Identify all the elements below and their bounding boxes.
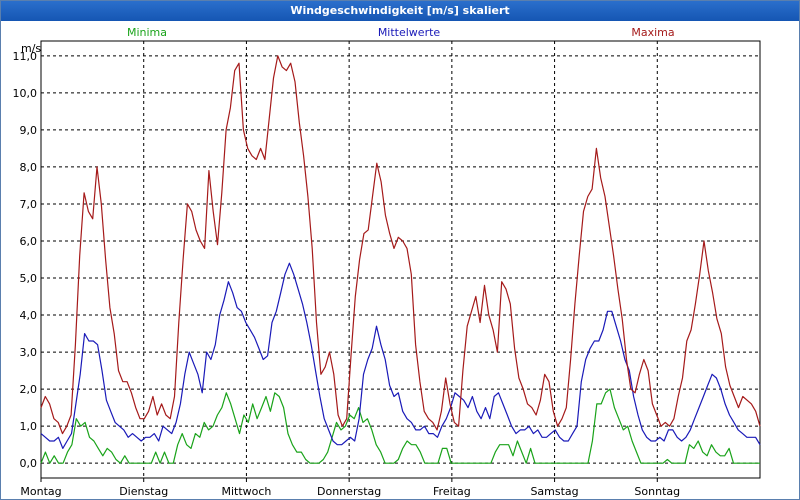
series-line-min bbox=[40, 388, 760, 464]
y-tick-label: 9,0 bbox=[20, 124, 38, 137]
legend-mittelwerte: Mittelwerte bbox=[378, 26, 441, 39]
y-tick-label: 6,0 bbox=[20, 235, 38, 248]
x-tick-day: Freitag bbox=[433, 485, 471, 498]
series-line-mean bbox=[40, 262, 761, 449]
y-tick-label: 8,0 bbox=[20, 161, 38, 174]
x-tick-day: Samstag bbox=[530, 485, 578, 498]
x-tick-day: Sonntag bbox=[634, 485, 680, 498]
plot-area bbox=[40, 40, 761, 479]
y-tick-label: 2,0 bbox=[20, 383, 38, 396]
y-tick-label: 7,0 bbox=[20, 198, 38, 211]
y-tick-label: 1,0 bbox=[20, 420, 38, 433]
grid-lines bbox=[40, 41, 760, 482]
x-tick-day: Donnerstag bbox=[317, 485, 381, 498]
wind-speed-chart: m/s Minima Mittelwerte Maxima 0,0 1,0 2,0 3… bbox=[13, 26, 761, 498]
legend-maxima: Maxima bbox=[631, 26, 674, 39]
window-title: Windgeschwindigkeit [m/s] skaliert bbox=[1, 1, 799, 21]
series-line-max bbox=[40, 55, 761, 435]
x-tick-labels: Montag22.05.17Dienstag23.05.17Mittwoch24… bbox=[20, 485, 680, 498]
x-tick-day: Montag bbox=[20, 485, 61, 498]
y-tick-label: 3,0 bbox=[20, 346, 38, 359]
y-tick-label: 4,0 bbox=[20, 309, 38, 322]
y-tick-label: 11,0 bbox=[13, 50, 38, 63]
y-axis-unit-label: m/s bbox=[21, 42, 41, 55]
data-series bbox=[40, 55, 761, 464]
y-tick-label: 5,0 bbox=[20, 272, 38, 285]
x-tick-day: Dienstag bbox=[119, 485, 168, 498]
y-tick-label: 10,0 bbox=[13, 87, 38, 100]
y-tick-labels: 0,0 1,0 2,0 3,0 4,0 5,0 6,0 7,0 8,0 9,0 10,0 11,0 bbox=[13, 50, 38, 470]
x-tick-day: Mittwoch bbox=[221, 485, 271, 498]
legend-minima: Minima bbox=[127, 26, 167, 39]
y-tick-label: 0,0 bbox=[20, 457, 38, 470]
